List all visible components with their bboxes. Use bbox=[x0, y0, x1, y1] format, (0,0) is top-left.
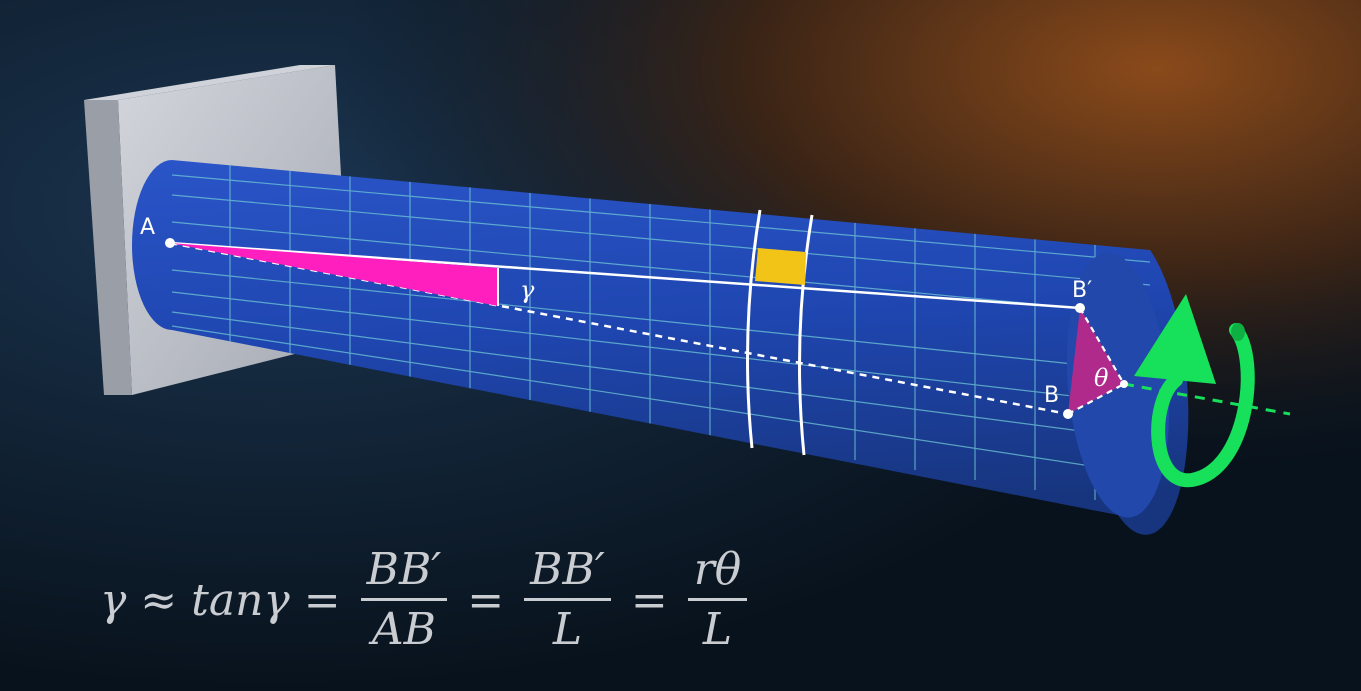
eq-frac2-denominator: L bbox=[552, 603, 583, 655]
label-a: A bbox=[140, 215, 155, 240]
eq-fraction-2: BB′ L bbox=[524, 547, 611, 652]
ring-left bbox=[746, 209, 762, 449]
shear-element-square bbox=[755, 248, 806, 285]
eq-frac2-numerator: BB′ bbox=[524, 547, 611, 601]
eq-equals-1: = bbox=[303, 574, 341, 626]
label-theta: θ bbox=[1094, 364, 1109, 392]
ring-right bbox=[798, 214, 814, 456]
point-b bbox=[1063, 409, 1073, 419]
radius-b-prime bbox=[1079, 307, 1125, 385]
twist-angle-sector bbox=[1068, 308, 1124, 414]
point-center bbox=[1120, 380, 1128, 388]
eq-frac1-denominator: AB bbox=[371, 603, 436, 655]
eq-approx: ≈ bbox=[140, 574, 178, 626]
eq-fraction-3: rθ L bbox=[687, 547, 748, 655]
eq-equals-2: = bbox=[467, 574, 505, 626]
label-gamma: γ bbox=[520, 276, 535, 304]
point-a bbox=[165, 238, 175, 248]
shear-strain-equation: γ ≈ tanγ = BB′ AB = BB′ L = rθ L bbox=[100, 540, 753, 660]
eq-gamma: γ bbox=[100, 574, 127, 626]
rotation-arrow-icon bbox=[1134, 294, 1255, 488]
point-b-prime bbox=[1075, 303, 1085, 313]
eq-tan-gamma: tanγ bbox=[191, 574, 290, 626]
eq-frac3-denominator: L bbox=[702, 603, 733, 655]
eq-fraction-1: BB′ AB bbox=[360, 547, 448, 655]
eq-frac1-numerator: BB′ bbox=[360, 547, 448, 601]
eq-frac3-numerator: rθ bbox=[687, 547, 748, 601]
line-a-b-prime bbox=[169, 241, 1081, 310]
label-b: B bbox=[1044, 383, 1059, 408]
line-a-b bbox=[169, 241, 1069, 416]
label-b-prime: B′ bbox=[1072, 278, 1092, 303]
eq-equals-3: = bbox=[630, 574, 668, 626]
shear-angle-triangle bbox=[170, 243, 498, 306]
